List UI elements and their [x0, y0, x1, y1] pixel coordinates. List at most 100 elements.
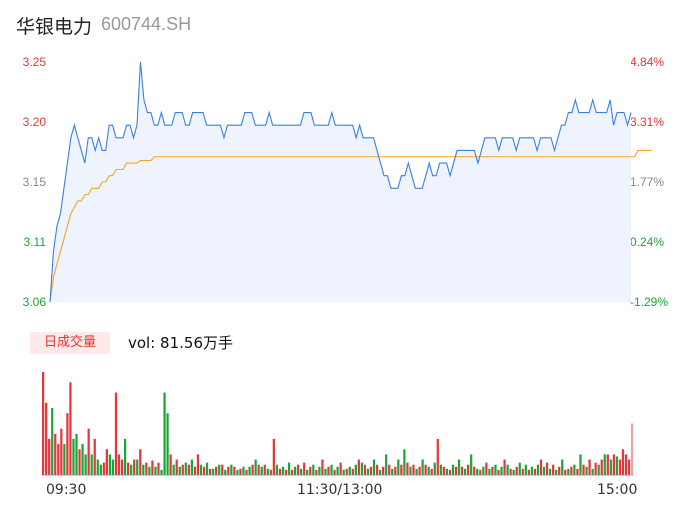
- volume-bar: [418, 466, 421, 475]
- volume-bar: [166, 413, 169, 475]
- volume-bar: [120, 459, 124, 475]
- volume-bar: [421, 459, 424, 475]
- volume-bar: [427, 466, 430, 475]
- volume-bar: [570, 466, 573, 475]
- volume-bar: [627, 459, 631, 475]
- volume-bar: [585, 466, 588, 475]
- volume-bar: [93, 438, 96, 475]
- volume-bar: [451, 464, 455, 475]
- volume-bar: [117, 454, 121, 475]
- volume-bar: [457, 459, 461, 475]
- volume-bar: [236, 469, 239, 475]
- percent-tick-label: 4.84%: [630, 55, 665, 69]
- volume-bar: [579, 454, 582, 475]
- volume-bar: [515, 466, 518, 475]
- volume-bar: [448, 469, 452, 475]
- volume-bar: [512, 469, 515, 475]
- volume-bar: [369, 466, 373, 475]
- volume-bar: [345, 468, 348, 475]
- volume-bar: [403, 449, 406, 475]
- volume-bar: [160, 469, 163, 475]
- stock-code: 600744.SH: [101, 14, 192, 34]
- volume-bar: [351, 468, 354, 475]
- volume-bar: [482, 466, 485, 475]
- volume-bar: [54, 433, 57, 475]
- volume-bar: [96, 459, 99, 475]
- volume-bar: [275, 464, 278, 475]
- volume-bar: [594, 462, 597, 475]
- volume-bar: [436, 438, 439, 475]
- volume-bar: [242, 466, 245, 475]
- volume-bar: [263, 464, 266, 475]
- volume-bar: [597, 464, 600, 475]
- volume-bar: [524, 464, 527, 475]
- volume-bar: [470, 454, 473, 475]
- volume-bar: [555, 469, 558, 475]
- volume-bar: [145, 462, 148, 475]
- volume-bar: [336, 466, 339, 475]
- price-tick-label: 3.06: [22, 295, 46, 309]
- volume-bar: [385, 454, 388, 475]
- volume-bar: [133, 459, 136, 475]
- volume-bar: [175, 459, 178, 475]
- volume-bar: [433, 462, 436, 475]
- volume-bar: [184, 462, 187, 475]
- volume-bar: [257, 464, 260, 475]
- volume-bar: [69, 382, 72, 475]
- volume-bar: [187, 464, 190, 475]
- volume-bar: [606, 454, 609, 475]
- volume-bar: [190, 459, 193, 475]
- volume-period-badge[interactable]: 日成交量: [30, 332, 110, 354]
- price-tick-label: 3.11: [23, 235, 46, 249]
- volume-bar: [327, 466, 330, 475]
- volume-bar: [330, 464, 333, 475]
- volume-bar: [497, 469, 500, 475]
- volume-bar: [630, 423, 634, 475]
- volume-bar: [230, 464, 233, 475]
- volume-bar: [460, 466, 464, 475]
- price-tick-label: 3.15: [22, 175, 46, 189]
- volume-bar: [172, 464, 175, 475]
- volume-bar: [169, 454, 172, 475]
- volume-bar: [542, 466, 546, 475]
- volume-bar: [111, 459, 115, 475]
- volume-bar: [394, 466, 397, 475]
- volume-bar: [290, 469, 294, 475]
- volume-bar: [567, 468, 570, 475]
- volume-bar: [272, 438, 275, 475]
- volume-bar: [212, 468, 215, 475]
- volume-bar: [503, 459, 506, 475]
- volume-bar: [624, 454, 628, 475]
- volume-bar: [284, 469, 288, 475]
- volume-bar: [615, 456, 619, 475]
- volume-bar: [612, 454, 615, 475]
- volume-bar: [333, 469, 336, 475]
- volume-bar: [600, 459, 603, 475]
- volume-bar: [463, 468, 467, 475]
- volume-bar: [306, 469, 309, 475]
- volume-bar: [388, 464, 391, 475]
- volume-bar: [406, 462, 409, 475]
- volume-bar: [260, 466, 263, 475]
- volume-bar: [548, 468, 552, 475]
- volume-bar: [488, 468, 491, 475]
- volume-bar: [564, 469, 567, 475]
- volume-bar: [558, 466, 561, 475]
- volume-bar: [281, 466, 285, 475]
- volume-bar: [72, 438, 75, 475]
- volume-bar: [66, 413, 69, 475]
- volume-bar: [42, 372, 45, 475]
- volume-bar: [202, 466, 206, 475]
- volume-bar: [87, 428, 90, 475]
- volume-bar: [400, 464, 403, 475]
- percent-tick-label: 3.31%: [630, 115, 665, 129]
- volume-bar: [530, 466, 534, 475]
- volume-bar: [78, 449, 81, 475]
- volume-bar: [476, 468, 479, 475]
- volume-bar: [309, 466, 312, 475]
- volume-bar: [360, 462, 364, 475]
- volume-bar: [621, 449, 625, 475]
- volume-bar: [366, 468, 370, 475]
- volume-bar: [430, 468, 433, 475]
- volume-bar: [582, 464, 585, 475]
